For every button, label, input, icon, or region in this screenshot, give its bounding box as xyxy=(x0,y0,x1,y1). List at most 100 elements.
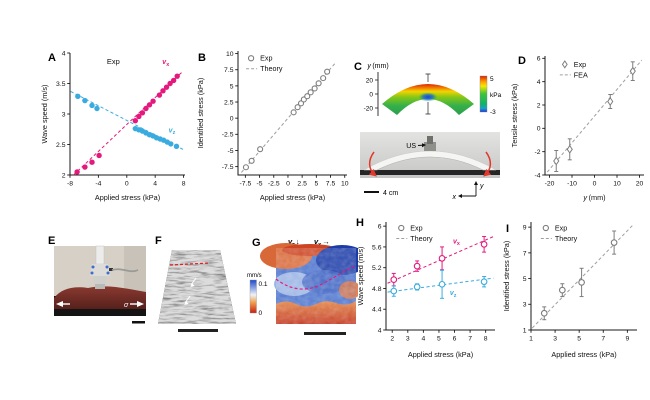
svg-text:-20: -20 xyxy=(364,106,374,113)
svg-text:3: 3 xyxy=(553,336,557,343)
svg-text:-7.5: -7.5 xyxy=(222,164,234,171)
svg-text:x: x xyxy=(452,194,457,201)
svg-text:9: 9 xyxy=(625,336,629,343)
g-wavefront-curve xyxy=(275,264,357,290)
svg-text:20: 20 xyxy=(366,78,374,85)
svg-text:y: y xyxy=(479,183,484,190)
svg-text:mm/s: mm/s xyxy=(247,273,262,279)
svg-text:0: 0 xyxy=(593,181,597,188)
svg-text:kPa: kPa xyxy=(490,92,502,99)
e-cable xyxy=(111,268,139,273)
panel-G-wavefield: vz↓ vx→ mm/s 0.1 0 xyxy=(247,237,358,335)
chart-B: -7.5 -5 -2.5 0 2.5 5 7.5 10 -7.5 -5 -2.5 0 2.5 5 7.5 10… xyxy=(196,51,349,202)
e-sigma-label: σ xyxy=(124,302,129,309)
svg-text:FEA: FEA xyxy=(574,70,588,79)
svg-text:9: 9 xyxy=(523,225,527,232)
svg-text:5: 5 xyxy=(490,76,494,83)
e-probe-shaft xyxy=(95,245,105,265)
svg-text:-5: -5 xyxy=(227,148,233,155)
svg-text:8: 8 xyxy=(182,181,186,188)
svg-text:Exp: Exp xyxy=(574,60,586,69)
svg-text:7: 7 xyxy=(601,336,605,343)
panel-A: A -8 -4 0 4 8 2 2.5 3 3.5 4 Applied stress (kPa) Wa… xyxy=(40,45,192,203)
svg-text:2.5: 2.5 xyxy=(56,142,66,149)
chart-A-container: -8 -4 0 4 8 2 2.5 3 3.5 4 Applied stress (kPa) Wave… xyxy=(40,45,192,208)
svg-text:Exp: Exp xyxy=(555,223,567,232)
svg-text:1: 1 xyxy=(529,336,533,343)
svg-text:-10: -10 xyxy=(567,181,577,188)
panel-H: H 2 3 4 5 6 7 8 4 4.4 4.8 5.2 5.6 6 Applied stress (k… xyxy=(356,212,504,360)
svg-text:-2.5: -2.5 xyxy=(268,181,280,188)
svg-text:7.5: 7.5 xyxy=(224,67,234,74)
svg-text:Exp: Exp xyxy=(260,54,272,63)
svg-text:5.2: 5.2 xyxy=(372,265,382,272)
panel-label-H: H xyxy=(356,217,364,229)
c-stress-map xyxy=(382,73,474,115)
svg-text:5: 5 xyxy=(523,276,527,283)
svg-text:Exp: Exp xyxy=(107,57,120,66)
c-bend-arrow-left xyxy=(368,151,377,177)
svg-text:Exp: Exp xyxy=(410,223,422,232)
svg-text:Theory: Theory xyxy=(555,234,578,243)
c-probe-mount xyxy=(424,142,436,151)
f-marker-arrow-1 xyxy=(190,277,197,286)
svg-text:5: 5 xyxy=(437,336,441,343)
svg-text:4: 4 xyxy=(378,327,382,334)
svg-text:0: 0 xyxy=(259,310,263,317)
panel-label-C: C xyxy=(354,61,362,73)
svg-text:-4: -4 xyxy=(95,181,101,188)
c-bend-arrow-right xyxy=(483,151,492,177)
svg-text:0: 0 xyxy=(286,181,290,188)
svg-text:2: 2 xyxy=(537,102,541,109)
svg-text:-4: -4 xyxy=(534,172,540,179)
g-colorbar: mm/s 0.1 0 xyxy=(247,273,268,317)
svg-text:Identified stress (kPa): Identified stress (kPa) xyxy=(196,78,205,149)
svg-text:6: 6 xyxy=(453,336,457,343)
e-stress-arrow-left xyxy=(56,301,63,307)
panel-B: B -7.5 -5 -2.5 0 2.5 5 7.5 10 -7.5 -5 -2.5 0 2.5 5 7.5… xyxy=(196,45,354,203)
panel-I: I 1 3 5 7 9 1 3 5 7 9 Applied stress (kPa) Identifi… xyxy=(502,212,648,360)
svg-text:10: 10 xyxy=(341,181,349,188)
svg-text:5.6: 5.6 xyxy=(372,244,382,251)
svg-text:vz: vz xyxy=(169,127,176,136)
c-us-arrow xyxy=(417,143,427,148)
c-scalebar: 4 cm xyxy=(364,190,398,197)
c-axes: y x xyxy=(452,180,484,201)
svg-text:4 cm: 4 cm xyxy=(383,190,398,197)
svg-text:10: 10 xyxy=(613,181,621,188)
panel-G: G vz↓ vx→ xyxy=(246,226,358,341)
panel-label-E: E xyxy=(48,235,56,247)
e-photo-frame: σ xyxy=(54,245,146,316)
svg-text:3: 3 xyxy=(523,302,527,309)
svg-text:Identified stress (kPa): Identified stress (kPa) xyxy=(502,241,511,312)
svg-text:3: 3 xyxy=(62,111,66,118)
svg-text:-2: -2 xyxy=(534,149,540,156)
svg-text:2.5: 2.5 xyxy=(224,99,234,106)
svg-text:y(mm): y (mm) xyxy=(582,193,605,202)
panel-label-B: B xyxy=(198,52,206,64)
svg-text:vx: vx xyxy=(453,238,460,247)
svg-text:Applied stress (kPa): Applied stress (kPa) xyxy=(95,193,160,202)
e-scalebar xyxy=(132,321,145,324)
f-scalebar xyxy=(178,329,218,332)
svg-text:7: 7 xyxy=(468,336,472,343)
svg-text:4: 4 xyxy=(153,181,157,188)
svg-text:vz: vz xyxy=(450,290,457,299)
svg-text:4.8: 4.8 xyxy=(372,286,382,293)
svg-text:-3: -3 xyxy=(490,109,496,116)
e-probe-head xyxy=(90,264,110,276)
svg-text:5: 5 xyxy=(314,181,318,188)
svg-text:1: 1 xyxy=(523,327,527,334)
svg-text:0: 0 xyxy=(230,116,234,123)
panel-label-F: F xyxy=(155,235,162,247)
svg-text:7.5: 7.5 xyxy=(326,181,336,188)
svg-text:Applied stress (kPa): Applied stress (kPa) xyxy=(551,350,616,359)
svg-text:4: 4 xyxy=(421,336,425,343)
panel-C: C xyxy=(352,52,508,204)
svg-text:Applied stress (kPa): Applied stress (kPa) xyxy=(260,193,325,202)
e-tissue xyxy=(54,286,146,309)
svg-text:-2.5: -2.5 xyxy=(222,132,234,139)
